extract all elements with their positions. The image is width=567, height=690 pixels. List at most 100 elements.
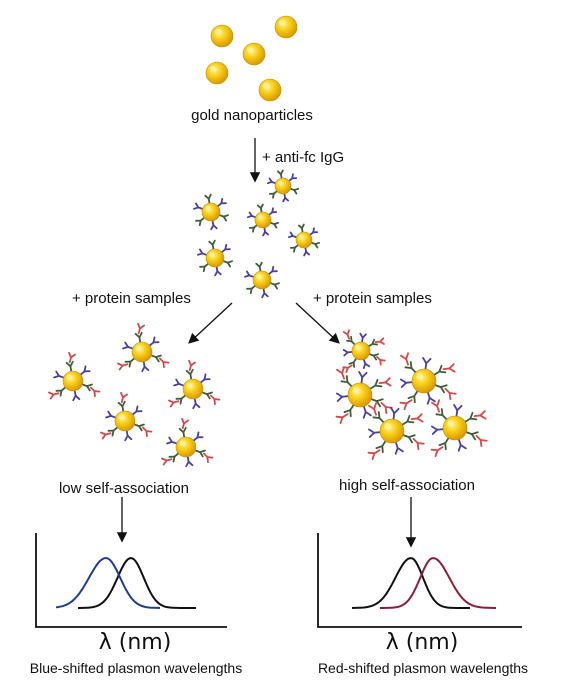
protein-molecule	[412, 437, 425, 451]
antibody	[248, 224, 258, 233]
coated-nanoparticle	[48, 351, 101, 402]
gold-sphere	[131, 341, 153, 363]
antibody	[372, 411, 385, 424]
antibody	[359, 332, 367, 343]
sphere-highlight	[256, 274, 262, 280]
protein-molecule	[48, 391, 60, 400]
gold-sphere	[205, 61, 229, 85]
antibody	[465, 431, 479, 441]
coated-nanoparticle	[197, 239, 233, 277]
antibody-coated-nanoparticles-group	[193, 169, 321, 299]
antibody	[404, 361, 417, 374]
arrow-right-branch	[295, 302, 340, 344]
coated-nanoparticle	[244, 261, 280, 299]
sphere-highlight	[66, 374, 73, 381]
antibody	[105, 410, 117, 419]
gold-sphere	[114, 410, 136, 432]
antibody	[199, 262, 210, 273]
antibody	[435, 408, 448, 421]
antibody	[117, 400, 126, 413]
protein-molecule	[137, 322, 145, 335]
protein-molecule	[378, 377, 392, 387]
gold-sphere	[379, 418, 405, 444]
sphere-highlight	[416, 373, 424, 380]
antibody	[197, 248, 208, 256]
antibody	[362, 358, 371, 370]
sphere-highlight	[209, 252, 215, 258]
protein-molecule	[400, 352, 409, 366]
antibody	[204, 193, 212, 205]
protein-molecule	[168, 399, 180, 408]
antibody	[268, 207, 278, 216]
gold-sphere	[442, 415, 468, 441]
antibody	[133, 423, 145, 432]
antibody	[402, 434, 416, 444]
antibody	[431, 425, 444, 435]
antibody	[131, 405, 143, 416]
antibody	[394, 441, 404, 455]
antibody	[208, 239, 216, 251]
gold-sphere	[351, 341, 371, 361]
protein-molecule	[336, 366, 345, 380]
antibody	[343, 404, 355, 418]
sphere-highlight	[215, 28, 222, 35]
sphere-highlight	[352, 387, 360, 394]
antibody	[262, 226, 270, 237]
left-plot-axes	[35, 533, 227, 628]
antibody	[166, 436, 178, 445]
protein-molecule	[117, 362, 129, 371]
coated-nanoparticle	[117, 322, 170, 373]
antibody	[340, 375, 353, 388]
antibody	[210, 219, 218, 231]
antibody	[269, 221, 280, 229]
label-gold-nanoparticles: gold nanoparticles	[191, 107, 313, 124]
antibody	[390, 407, 400, 420]
antibody	[297, 223, 305, 234]
left-plot	[35, 533, 227, 628]
antibody	[336, 392, 349, 402]
antibody	[53, 370, 65, 379]
sphere-highlight	[247, 46, 254, 53]
gold-sphere	[411, 368, 437, 394]
gold-nanoparticles-group	[205, 15, 298, 102]
protein-molecule	[376, 355, 386, 366]
antibody	[178, 426, 187, 439]
antibody	[175, 394, 187, 405]
right-plot-reference-curve	[351, 557, 470, 609]
antibody	[107, 426, 119, 437]
antibody	[422, 357, 432, 370]
antibody	[368, 428, 381, 438]
antibody	[400, 378, 413, 388]
sphere-highlight	[205, 206, 211, 212]
gold-sphere	[175, 436, 197, 458]
coated-nanoparticle	[342, 329, 386, 373]
protein-molecule	[342, 329, 350, 340]
high-self-association-particles	[335, 329, 488, 460]
antibody	[342, 348, 353, 357]
antibody	[267, 265, 278, 276]
coated-nanoparticle	[430, 399, 488, 457]
antibody	[370, 398, 384, 408]
label-protein-samples-left: + protein samples	[72, 290, 191, 307]
protein-molecule	[141, 426, 153, 437]
label-high-self-association: high self-association	[339, 477, 475, 494]
coated-nanoparticle	[266, 169, 300, 203]
coated-nanoparticle	[100, 391, 153, 442]
coated-nanoparticle	[246, 203, 280, 237]
sphere-highlight	[179, 440, 186, 447]
sphere-highlight	[118, 414, 125, 421]
right-plot	[317, 533, 522, 628]
protein-molecule	[444, 387, 457, 401]
antibody	[220, 243, 231, 254]
antibody	[276, 169, 284, 180]
antibody	[434, 384, 448, 394]
antibody	[303, 246, 311, 257]
antibody	[79, 365, 91, 376]
protein-molecule	[68, 351, 76, 364]
antibody	[266, 177, 277, 185]
arrow-left-branch	[188, 302, 233, 344]
antibody	[362, 405, 372, 419]
antibody	[244, 270, 255, 278]
antibody	[310, 241, 321, 249]
antibody	[192, 397, 201, 410]
